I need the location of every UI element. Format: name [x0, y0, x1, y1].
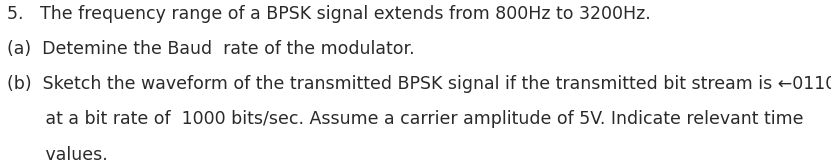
Text: values.: values. [7, 146, 107, 160]
Text: 5.   The frequency range of a BPSK signal extends from 800Hz to 3200Hz.: 5. The frequency range of a BPSK signal … [7, 5, 651, 23]
Text: (a)  Detemine the Baud  rate of the modulator.: (a) Detemine the Baud rate of the modula… [7, 40, 415, 58]
Text: (b)  Sketch the waveform of the transmitted BPSK signal if the transmitted bit s: (b) Sketch the waveform of the transmitt… [7, 75, 831, 93]
Text: at a bit rate of  1000 bits/sec. Assume a carrier amplitude of 5V. Indicate rele: at a bit rate of 1000 bits/sec. Assume a… [7, 110, 803, 128]
